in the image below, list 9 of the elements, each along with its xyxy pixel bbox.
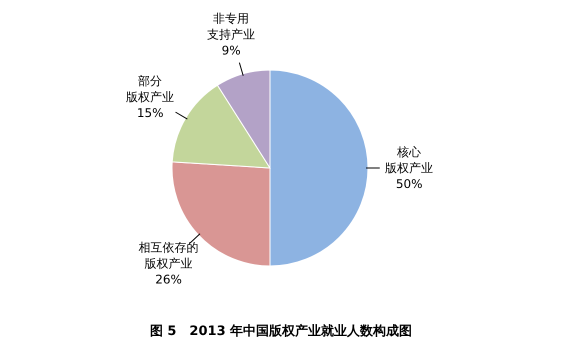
data-label: 50% <box>396 177 422 191</box>
slice-label: 部分版权产业 <box>126 74 174 104</box>
data-label: 15% <box>136 106 164 120</box>
data-label: 26% <box>155 272 182 286</box>
data-label: 9% <box>222 43 241 58</box>
slice-label: 核心版权产业 <box>385 145 434 175</box>
text: 图 5 2013 年中国版权产业就业人数构成图 <box>150 323 412 339</box>
slice-label: 相互依存的版权产业 <box>138 240 199 270</box>
slice-label: 非专用支持产业 <box>207 11 256 42</box>
